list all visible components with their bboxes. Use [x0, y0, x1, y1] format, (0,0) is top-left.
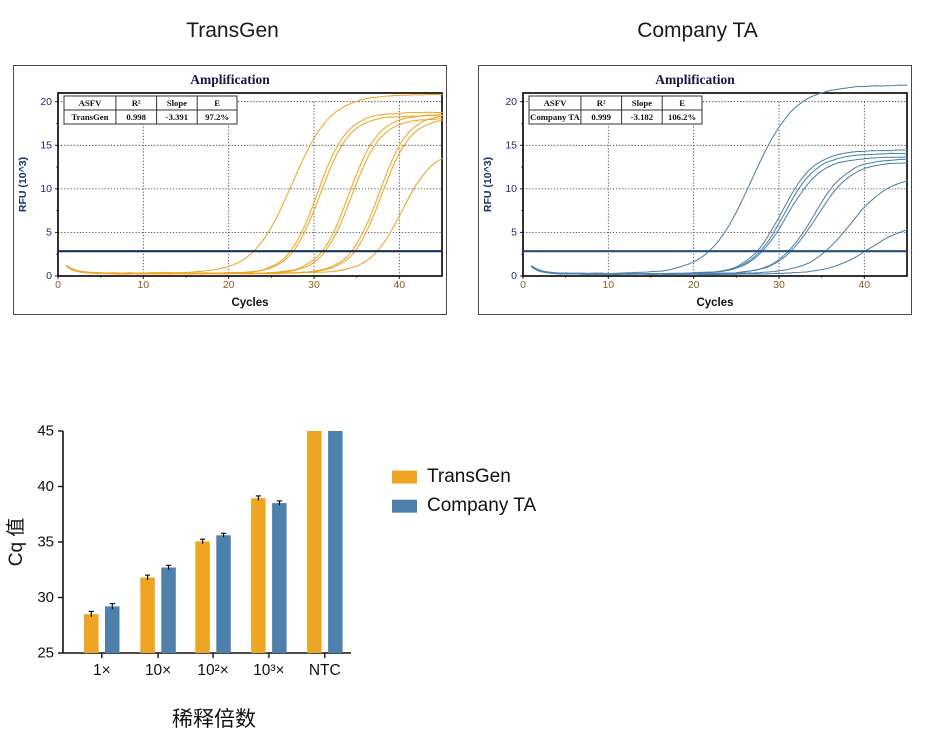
- svg-text:10: 10: [137, 279, 149, 291]
- svg-text:30: 30: [773, 279, 785, 291]
- svg-text:5: 5: [511, 227, 517, 239]
- svg-text:Company TA: Company TA: [427, 495, 536, 516]
- svg-text:R²: R²: [597, 98, 606, 108]
- svg-text:20: 20: [40, 96, 52, 108]
- svg-text:Cycles: Cycles: [231, 297, 268, 309]
- svg-text:40: 40: [37, 478, 54, 495]
- svg-text:10: 10: [505, 183, 517, 195]
- svg-text:15: 15: [505, 140, 517, 152]
- svg-text:RFU (10^3): RFU (10^3): [482, 157, 494, 212]
- svg-text:RFU (10^3): RFU (10^3): [17, 157, 29, 212]
- svg-text:30: 30: [37, 589, 54, 606]
- svg-text:E: E: [679, 98, 685, 108]
- svg-text:1×: 1×: [93, 662, 111, 679]
- svg-text:40: 40: [858, 279, 870, 291]
- svg-text:30: 30: [308, 279, 320, 291]
- svg-text:E: E: [214, 98, 220, 108]
- svg-text:0.999: 0.999: [591, 112, 611, 122]
- svg-text:Company TA: Company TA: [530, 112, 580, 122]
- svg-text:TransGen: TransGen: [71, 112, 108, 122]
- svg-text:Slope: Slope: [167, 98, 187, 108]
- svg-text:-3.182: -3.182: [631, 112, 653, 122]
- svg-text:NTC: NTC: [309, 662, 341, 679]
- svg-text:TransGen: TransGen: [427, 466, 511, 487]
- svg-text:-3.391: -3.391: [166, 112, 188, 122]
- svg-text:106.2%: 106.2%: [668, 112, 696, 122]
- svg-text:5: 5: [46, 227, 52, 239]
- svg-text:10×: 10×: [145, 662, 171, 679]
- svg-text:Cycles: Cycles: [696, 297, 733, 309]
- svg-text:10: 10: [40, 183, 52, 195]
- svg-text:10: 10: [602, 279, 614, 291]
- svg-text:35: 35: [37, 534, 54, 551]
- svg-text:0: 0: [511, 270, 517, 282]
- svg-text:25: 25: [37, 645, 54, 662]
- svg-text:10²×: 10²×: [197, 662, 228, 679]
- svg-text:45: 45: [37, 423, 54, 440]
- svg-text:ASFV: ASFV: [79, 98, 102, 108]
- svg-text:Slope: Slope: [632, 98, 652, 108]
- svg-text:ASFV: ASFV: [544, 98, 567, 108]
- svg-text:R²: R²: [132, 98, 141, 108]
- svg-text:20: 20: [505, 96, 517, 108]
- svg-text:0.998: 0.998: [126, 112, 146, 122]
- svg-text:0: 0: [55, 279, 61, 291]
- svg-text:20: 20: [688, 279, 700, 291]
- svg-text:15: 15: [40, 140, 52, 152]
- svg-text:40: 40: [393, 279, 405, 291]
- svg-text:Cq 值: Cq 值: [5, 518, 27, 567]
- svg-text:20: 20: [223, 279, 235, 291]
- svg-text:97.2%: 97.2%: [205, 112, 229, 122]
- svg-text:10³×: 10³×: [253, 662, 284, 679]
- svg-text:稀释倍数: 稀释倍数: [172, 708, 256, 731]
- svg-text:0: 0: [520, 279, 526, 291]
- svg-text:0: 0: [46, 270, 52, 282]
